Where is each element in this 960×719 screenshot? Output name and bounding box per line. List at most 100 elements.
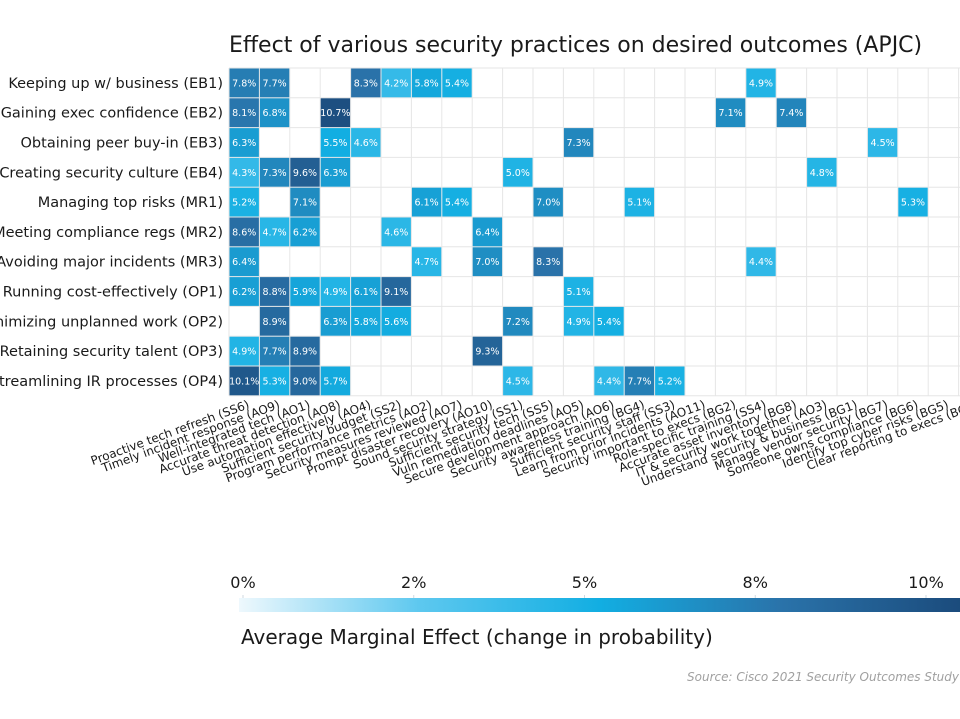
heatmap-cell <box>229 98 259 128</box>
cell-value-label: 6.8% <box>263 108 287 119</box>
heatmap-cell <box>290 366 320 396</box>
cell-value-label: 6.1% <box>415 198 439 209</box>
heatmap-cell <box>290 336 320 366</box>
heatmap-cell <box>259 98 290 128</box>
cell-value-label: 4.9% <box>232 347 256 358</box>
cell-value-label: 5.2% <box>232 198 256 209</box>
heatmap-cell <box>776 98 807 128</box>
cell-value-label: 7.3% <box>263 168 287 179</box>
heatmap-cell <box>229 128 259 157</box>
heatmap-cell <box>320 277 351 306</box>
heatmap-cell <box>320 128 351 157</box>
cell-value-label: 7.0% <box>475 257 499 268</box>
row-label: Streamlining IR processes (OP4) <box>0 374 223 390</box>
cell-value-label: 7.1% <box>293 198 317 209</box>
cell-value-label: 4.3% <box>232 168 256 179</box>
cell-value-label: 9.0% <box>293 376 317 387</box>
legend-color-bar <box>239 598 960 612</box>
legend-tick-label: 0% <box>230 573 255 592</box>
row-label: Managing top risks (MR1) <box>38 195 223 211</box>
legend-tick-label: 5% <box>572 573 597 592</box>
legend-tick-label: 2% <box>401 573 426 592</box>
heatmap-cell <box>898 187 928 217</box>
heatmap-cell <box>229 68 259 98</box>
legend-ticks: 0% 2% 5% 8% 10% <box>230 573 944 612</box>
cell-value-label: 4.9% <box>323 287 347 298</box>
column-labels: Proactive tech refresh (SS6)Timely incid… <box>89 397 960 488</box>
cell-value-label: 5.3% <box>263 376 287 387</box>
row-label: Keeping up w/ business (EB1) <box>8 76 223 92</box>
heatmap-cell <box>746 247 776 277</box>
cell-value-label: 5.1% <box>627 198 651 209</box>
heatmap-cell <box>867 128 898 157</box>
heatmap-cell <box>503 366 533 396</box>
color-legend: 0% 2% 5% 8% 10% Average Marginal Effect (cha… <box>230 573 960 649</box>
heatmap-cell <box>381 277 411 306</box>
row-label: Obtaining peer buy-in (EB3) <box>21 136 223 152</box>
cell-value-label: 5.2% <box>658 376 682 387</box>
cell-value-label: 4.7% <box>263 227 287 238</box>
row-label: Minimizing unplanned work (OP2) <box>0 314 223 330</box>
cell-value-label: 7.7% <box>263 347 287 358</box>
cell-value-label: 7.0% <box>536 198 560 209</box>
heatmap-cell <box>320 306 351 336</box>
cell-value-label: 8.3% <box>354 78 378 89</box>
cell-value-label: 4.4% <box>597 376 621 387</box>
cell-value-label: 4.8% <box>810 168 834 179</box>
heatmap-cell <box>715 98 746 128</box>
heatmap-cell <box>351 68 381 98</box>
cell-value-label: 4.5% <box>506 376 530 387</box>
cell-value-label: 7.7% <box>627 376 651 387</box>
cell-value-label: 5.4% <box>445 198 469 209</box>
heatmap-cell <box>229 157 259 187</box>
cell-value-label: 7.8% <box>232 78 256 89</box>
heatmap-cell <box>259 306 290 336</box>
heatmap-cell <box>259 68 290 98</box>
heatmap-cell <box>807 157 837 187</box>
heatmap-cell <box>259 366 290 396</box>
cell-value-label: 4.6% <box>354 138 378 149</box>
heatmap-cell <box>411 187 442 217</box>
cell-value-label: 4.4% <box>749 257 773 268</box>
heatmap-cell <box>259 217 290 247</box>
row-label: Avoiding major incidents (MR3) <box>0 255 223 271</box>
cell-value-label: 5.8% <box>354 317 378 328</box>
cell-value-label: 6.4% <box>232 257 256 268</box>
heatmap-cell <box>351 306 381 336</box>
heatmap-cell <box>411 68 442 98</box>
heatmap-cell <box>290 157 320 187</box>
heatmap-cell <box>229 247 259 277</box>
heatmap-cell <box>594 366 624 396</box>
heatmap-cell <box>229 217 259 247</box>
heatmap-cell <box>229 277 259 306</box>
heatmap-cell <box>351 128 381 157</box>
heatmap-cell <box>351 277 381 306</box>
cell-value-label: 4.9% <box>567 317 591 328</box>
row-label: Meeting compliance regs (MR2) <box>0 225 223 241</box>
cell-value-label: 7.3% <box>567 138 591 149</box>
heatmap-cell <box>320 366 351 396</box>
heatmap-cell <box>563 277 594 306</box>
heatmap-cell <box>655 366 685 396</box>
heatmap-cell <box>533 187 563 217</box>
heatmap-cell <box>746 68 776 98</box>
heatmap-cell <box>259 157 290 187</box>
cell-value-label: 5.3% <box>901 198 925 209</box>
cell-value-label: 7.4% <box>779 108 803 119</box>
heatmap-cell <box>381 306 411 336</box>
heatmap-cell <box>563 306 594 336</box>
heatmap-cells: 7.8% 7.7% 8.3% 4.2% 5.8% 5.4% 4.9% 8.1% 6.8% 10.7… <box>229 68 928 396</box>
cell-value-label: 6.3% <box>323 168 347 179</box>
cell-value-label: 4.5% <box>871 138 895 149</box>
heatmap-cell <box>259 336 290 366</box>
cell-value-label: 6.3% <box>232 138 256 149</box>
cell-value-label: 5.5% <box>323 138 347 149</box>
cell-value-label: 6.4% <box>475 227 499 238</box>
cell-value-label: 7.1% <box>719 108 743 119</box>
cell-value-label: 6.2% <box>293 227 317 238</box>
heatmap-cell <box>381 217 411 247</box>
heatmap-cell <box>229 336 259 366</box>
heatmap-cell <box>381 68 411 98</box>
heatmap-cell <box>594 306 624 336</box>
